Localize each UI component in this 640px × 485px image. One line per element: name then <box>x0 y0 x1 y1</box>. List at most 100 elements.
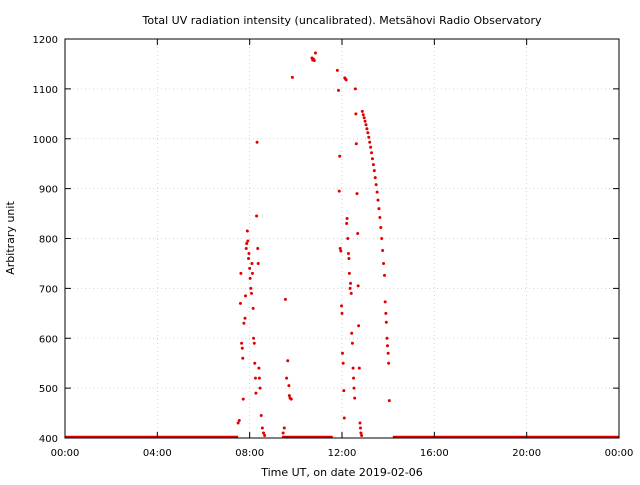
data-point <box>254 391 258 395</box>
data-point <box>312 58 316 62</box>
data-point <box>346 251 350 255</box>
data-point <box>367 135 371 139</box>
data-point <box>360 109 364 113</box>
y-tick-label: 1000 <box>33 135 58 146</box>
grid-lines <box>65 39 619 438</box>
data-point <box>247 256 251 260</box>
data-point <box>339 249 343 253</box>
data-point <box>384 311 388 315</box>
x-tick-label: 08:00 <box>235 448 264 459</box>
data-point <box>245 229 249 233</box>
data-point <box>384 320 388 324</box>
data-point <box>263 434 267 438</box>
data-point <box>240 346 244 350</box>
data-point <box>359 431 363 435</box>
data-point <box>240 341 244 345</box>
data-point <box>351 366 355 370</box>
data-point <box>286 359 290 363</box>
data-point <box>259 414 263 418</box>
data-point <box>246 239 250 243</box>
data-point <box>256 261 260 265</box>
data-point <box>355 192 359 196</box>
data-point <box>373 176 377 180</box>
data-point <box>344 78 348 82</box>
data-point <box>251 306 255 310</box>
data-point <box>342 416 346 420</box>
data-point <box>387 399 391 403</box>
data-point <box>248 266 252 270</box>
data-point <box>241 356 245 360</box>
data-point <box>372 169 376 173</box>
data-point <box>249 286 253 290</box>
data-point <box>360 434 364 438</box>
data-point <box>255 140 259 144</box>
y-tick-label: 1100 <box>33 85 58 96</box>
data-point <box>252 336 256 340</box>
data-point <box>365 127 369 131</box>
data-point <box>385 344 389 348</box>
data-point <box>357 366 361 370</box>
x-tick-label: 04:00 <box>143 448 172 459</box>
data-point <box>236 421 240 425</box>
x-tick-label: 20:00 <box>512 448 541 459</box>
axis-ticks <box>64 38 620 439</box>
data-point <box>356 232 360 236</box>
data-point <box>335 68 339 72</box>
x-axis-label: Time UT, on date 2019-02-06 <box>260 466 423 479</box>
data-point <box>387 361 391 365</box>
data-point <box>358 421 362 425</box>
tick-labels: 00:00 04:00 08:00 12:00 16:00 20:00 00:00 400 50… <box>33 35 634 459</box>
data-point <box>361 113 365 117</box>
data-point <box>383 300 387 304</box>
data-point <box>338 154 342 158</box>
data-point <box>346 237 350 240</box>
data-point <box>345 222 349 226</box>
data-point <box>347 256 351 260</box>
data-point <box>244 294 248 298</box>
data-point <box>340 351 344 355</box>
y-axis-label: Arbitrary unit <box>4 201 17 275</box>
data-point <box>382 261 386 265</box>
data-point <box>348 286 352 290</box>
data-point <box>363 119 367 123</box>
data-point <box>257 366 261 370</box>
data-point <box>368 140 372 144</box>
data-point <box>381 248 385 252</box>
data-point <box>281 431 285 435</box>
data-point <box>256 246 260 250</box>
data-point <box>282 426 286 430</box>
data-point <box>362 116 366 120</box>
data-point <box>379 226 383 230</box>
x-tick-label: 00:00 <box>605 448 634 459</box>
data-point <box>290 75 294 79</box>
data-point <box>340 311 344 315</box>
y-tick-label: 1200 <box>33 35 58 46</box>
data-point <box>260 426 264 430</box>
data-point <box>349 281 353 285</box>
data-point <box>253 361 257 365</box>
data-point <box>356 284 360 288</box>
y-tick-label: 600 <box>39 334 58 345</box>
data-point <box>342 389 346 393</box>
data-point <box>341 361 345 365</box>
y-tick-label: 500 <box>39 384 58 395</box>
data-point <box>247 251 251 255</box>
data-point <box>338 246 342 250</box>
y-tick-label: 400 <box>39 434 58 445</box>
data-point <box>354 112 358 116</box>
data-point <box>350 331 354 335</box>
data-point <box>283 297 287 301</box>
data-point <box>353 87 357 91</box>
data-point <box>289 397 293 401</box>
data-point <box>257 376 261 380</box>
data-point <box>248 276 252 280</box>
data-point <box>376 198 380 202</box>
data-point <box>313 51 317 55</box>
data-point <box>382 273 386 277</box>
x-tick-label: 12:00 <box>328 448 357 459</box>
data-point <box>349 291 353 295</box>
x-tick-label: 16:00 <box>420 448 449 459</box>
data-points <box>236 51 391 438</box>
chart-title: Total UV radiation intensity (uncalibrat… <box>142 14 542 27</box>
